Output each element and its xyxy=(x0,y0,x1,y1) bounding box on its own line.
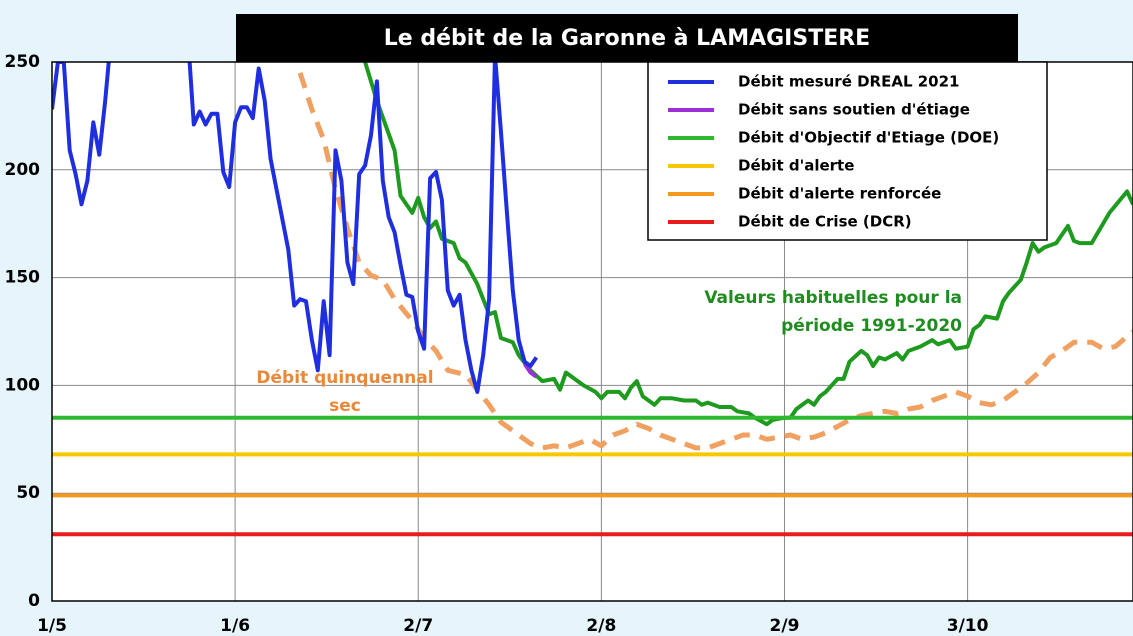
y-tick-label: 50 xyxy=(16,483,40,503)
x-tick-label: 2/9 xyxy=(770,616,800,636)
series-line xyxy=(522,362,538,379)
legend-label: Débit d'Objectif d'Etiage (DOE) xyxy=(738,129,999,147)
legend-label: Débit d'alerte renforcée xyxy=(738,185,941,203)
legend-label: Débit de Crise (DCR) xyxy=(738,213,912,231)
x-tick-label: 1/6 xyxy=(220,616,250,636)
legend-label: Débit d'alerte xyxy=(738,157,854,175)
annotation: Débit quinquennal xyxy=(256,368,433,388)
annotation: Valeurs habituelles pour la xyxy=(704,288,962,308)
y-tick-label: 250 xyxy=(5,52,41,72)
chart-title: Le débit de la Garonne à LAMAGISTERE xyxy=(384,26,870,51)
y-tick-label: 200 xyxy=(5,160,41,180)
series-line xyxy=(52,62,539,394)
x-tick-label: 2/8 xyxy=(586,616,616,636)
y-tick-label: 0 xyxy=(28,591,40,611)
y-tick-label: 100 xyxy=(5,375,41,395)
legend-label: Débit mesuré DREAL 2021 xyxy=(738,73,959,91)
annotation: sec xyxy=(329,396,361,416)
x-tick-label: 2/7 xyxy=(403,616,433,636)
annotation: période 1991-2020 xyxy=(781,316,962,336)
legend-label: Débit sans soutien d'étiage xyxy=(738,101,970,119)
series-line xyxy=(297,72,1133,451)
y-tick-label: 150 xyxy=(5,268,41,288)
x-tick-label: 3/10 xyxy=(947,616,989,636)
legend-box xyxy=(647,61,1048,241)
x-tick-label: 1/5 xyxy=(37,616,67,636)
title-box xyxy=(236,14,1018,62)
